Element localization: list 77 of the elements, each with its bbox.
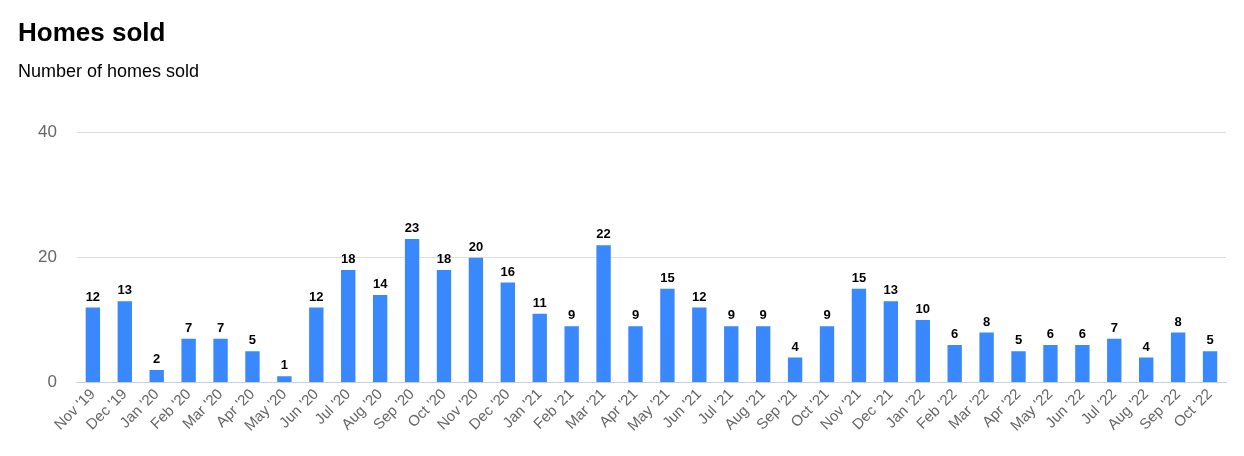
data-label: 15 xyxy=(660,269,675,285)
bar xyxy=(181,338,196,382)
data-label: 12 xyxy=(309,288,324,304)
data-label: 12 xyxy=(692,288,707,304)
bar xyxy=(915,320,930,382)
data-label: 9 xyxy=(823,307,831,323)
bar xyxy=(787,357,803,382)
y-tick-label: 40 xyxy=(37,122,57,142)
bar xyxy=(755,326,771,382)
bar xyxy=(1170,332,1186,382)
bar xyxy=(436,270,452,382)
data-label: 18 xyxy=(340,251,356,267)
data-label: 9 xyxy=(759,307,767,323)
bar xyxy=(1011,351,1026,382)
bar xyxy=(277,376,292,382)
bar xyxy=(724,326,739,382)
bar xyxy=(149,369,164,382)
bar xyxy=(628,326,643,382)
y-tick-label: 0 xyxy=(47,372,57,392)
data-label: 5 xyxy=(1014,332,1023,348)
data-label: 4 xyxy=(791,338,800,354)
bar xyxy=(1202,351,1218,382)
bar xyxy=(500,282,515,382)
data-label: 1 xyxy=(280,357,288,373)
bar xyxy=(85,307,101,382)
bar xyxy=(596,245,611,382)
bar xyxy=(213,338,228,382)
bar xyxy=(979,332,994,382)
bar xyxy=(883,301,899,382)
bar xyxy=(245,351,260,382)
data-label: 7 xyxy=(185,319,193,335)
data-label: 8 xyxy=(982,313,991,329)
data-label: 12 xyxy=(85,288,101,304)
bar xyxy=(372,295,388,382)
bar xyxy=(1107,338,1122,382)
bar xyxy=(404,238,420,382)
bar xyxy=(947,345,962,382)
bar xyxy=(117,301,132,382)
data-label: 13 xyxy=(117,282,133,298)
data-label: 5 xyxy=(248,332,257,348)
data-label: 6 xyxy=(951,326,959,342)
data-label: 20 xyxy=(468,238,484,254)
data-label: 4 xyxy=(1142,338,1151,354)
bar xyxy=(819,326,835,382)
data-label: 22 xyxy=(596,226,611,242)
data-label: 15 xyxy=(851,269,867,285)
data-label: 9 xyxy=(727,307,735,323)
bar xyxy=(341,270,356,382)
bar xyxy=(1043,345,1058,382)
data-label: 11 xyxy=(532,294,547,310)
data-label: 23 xyxy=(404,219,420,235)
data-label: 2 xyxy=(153,351,161,367)
chart-subtitle: Number of homes sold xyxy=(18,60,200,81)
data-label: 9 xyxy=(568,307,576,323)
bar xyxy=(468,257,484,382)
chart-title: Homes sold xyxy=(18,16,166,47)
data-label: 9 xyxy=(631,307,640,323)
data-label: 6 xyxy=(1078,326,1086,342)
bar xyxy=(692,307,707,382)
data-label: 6 xyxy=(1046,326,1055,342)
data-label: 16 xyxy=(500,263,516,279)
data-label: 8 xyxy=(1174,313,1182,329)
bar xyxy=(309,307,324,382)
data-label: 13 xyxy=(883,282,899,298)
bar xyxy=(660,288,675,382)
bar xyxy=(1075,345,1090,382)
data-label: 14 xyxy=(372,276,389,292)
bar xyxy=(564,326,579,382)
data-label: 7 xyxy=(216,319,225,335)
bar xyxy=(532,313,547,382)
data-label: 7 xyxy=(1110,319,1118,335)
data-label: 18 xyxy=(436,251,452,267)
y-tick-label: 20 xyxy=(37,247,57,267)
bar xyxy=(851,288,867,382)
data-label: 10 xyxy=(915,301,930,317)
data-label: 5 xyxy=(1206,332,1214,348)
bar xyxy=(1139,357,1154,382)
